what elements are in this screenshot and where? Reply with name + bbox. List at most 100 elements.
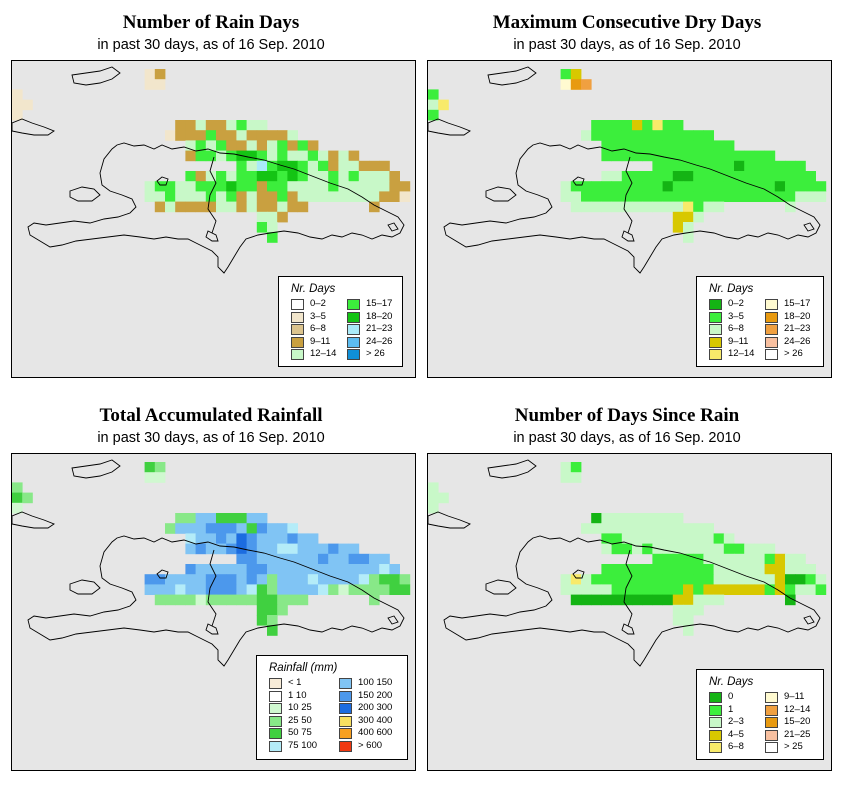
grid-cell [246, 191, 258, 202]
coastline [69, 579, 101, 595]
legend-label: 9–11 [728, 335, 749, 347]
grid-cell [369, 191, 380, 202]
grid-cell [703, 201, 714, 213]
grid-cell [369, 594, 380, 606]
grid-cell [713, 574, 725, 585]
map-days-since-rain: Nr. Days 0 1 2–3 4–5 6–8 9–11 12–14 15–20 21–25 >… [427, 453, 832, 771]
coastline [12, 511, 55, 529]
grid-cell [560, 69, 572, 80]
grid-cell [713, 564, 725, 575]
grid-cell [428, 502, 439, 514]
grid-cell [662, 574, 674, 585]
grid-cell [683, 615, 694, 626]
grid-cell [185, 523, 196, 534]
grid-cell [348, 171, 360, 182]
grid-cell [277, 523, 288, 534]
grid-cell [662, 150, 674, 162]
grid-cell [601, 140, 612, 151]
grid-cell [754, 150, 765, 162]
grid-cell [216, 574, 227, 585]
grid-cell [703, 594, 714, 606]
grid-cell [297, 574, 309, 585]
grid-cell [267, 150, 278, 162]
grid-cell [723, 140, 735, 151]
grid-cell [267, 574, 278, 585]
grid-cell [815, 574, 827, 585]
grid-cell [693, 150, 704, 162]
grid-cell [348, 584, 360, 595]
grid-cell [267, 201, 278, 213]
grid-cell [560, 584, 572, 595]
grid-cell [195, 150, 207, 162]
grid-cell [307, 553, 319, 565]
grid-cell [277, 533, 288, 544]
grid-cell [256, 553, 268, 565]
grid-cell [632, 130, 643, 141]
grid-cell [246, 201, 258, 213]
grid-cell [632, 171, 643, 182]
grid-cell [297, 150, 309, 162]
grid-cell [703, 130, 714, 141]
grid-cell [287, 553, 298, 565]
panel-subtitle: in past 30 days, as of 16 Sep. 2010 [513, 430, 741, 446]
grid-cell [328, 181, 339, 192]
legend-swatch [709, 336, 722, 348]
grid-cell [338, 181, 349, 192]
legend-swatch [765, 692, 778, 703]
grid-cell [154, 181, 166, 192]
grid-cell [662, 584, 674, 595]
grid-cell [570, 201, 582, 213]
grid-cell [144, 574, 156, 585]
grid-cell [774, 160, 786, 172]
grid-cell [428, 482, 439, 493]
grid-cell [795, 584, 806, 595]
grid-cell [723, 543, 735, 555]
grid-cell [621, 523, 633, 534]
grid-cell [358, 191, 370, 202]
grid-cell [632, 140, 643, 151]
grid-cell [338, 553, 349, 565]
legend-swatch [269, 715, 282, 727]
grid-cell [287, 191, 298, 202]
grid-cell [195, 594, 207, 606]
grid-cell [205, 564, 217, 575]
grid-cell [601, 181, 612, 192]
grid-cell [256, 211, 268, 223]
grid-cell [805, 564, 816, 575]
grid-cell [683, 553, 694, 565]
grid-cell [185, 574, 196, 585]
grid-cell [642, 594, 653, 606]
legend-swatch [269, 703, 282, 714]
grid-cell [256, 140, 268, 151]
grid-cell [632, 181, 643, 192]
coastline [69, 186, 101, 202]
legend-swatch [765, 311, 778, 323]
grid-cell [642, 523, 653, 534]
grid-cell [22, 492, 33, 504]
grid-cell [195, 564, 207, 575]
grid-cell [601, 191, 612, 202]
grid-cell [256, 160, 268, 172]
grid-cell [611, 191, 623, 202]
grid-cell [226, 523, 237, 534]
grid-cell [652, 181, 663, 192]
grid-cell [369, 181, 380, 192]
grid-cell [195, 130, 207, 141]
grid-cell [195, 533, 207, 544]
grid-cell [154, 574, 166, 585]
grid-cell [358, 181, 370, 192]
grid-cell [267, 140, 278, 151]
grid-cell [369, 553, 380, 565]
grid-cell [683, 130, 694, 141]
grid-cell [267, 553, 278, 565]
grid-cell [754, 160, 765, 172]
coastline [387, 222, 399, 232]
grid-cell [277, 171, 288, 182]
grid-cell [683, 594, 694, 606]
grid-cell [267, 523, 278, 534]
legend-label: 10 25 [288, 702, 312, 713]
grid-cell [195, 584, 207, 595]
legend-swatch [709, 704, 722, 716]
grid-cell [662, 191, 674, 202]
grid-cell [256, 584, 268, 595]
